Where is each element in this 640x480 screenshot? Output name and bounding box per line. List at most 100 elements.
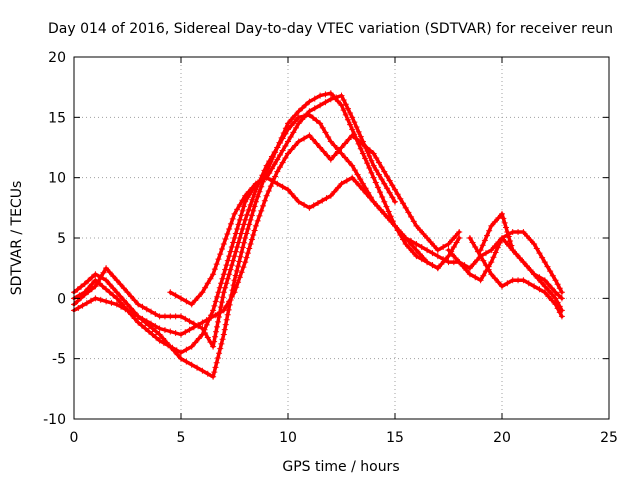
plus-marker bbox=[224, 275, 231, 282]
plus-marker bbox=[143, 306, 150, 313]
plus-marker bbox=[313, 117, 320, 124]
plus-marker bbox=[120, 297, 127, 304]
plus-marker bbox=[351, 119, 358, 126]
plus-marker bbox=[223, 302, 230, 309]
plus-marker bbox=[220, 289, 227, 296]
plus-marker bbox=[327, 156, 334, 163]
plus-marker bbox=[370, 174, 377, 181]
plus-marker bbox=[252, 180, 259, 187]
plus-marker bbox=[239, 244, 246, 251]
plus-marker bbox=[338, 102, 345, 109]
plus-marker bbox=[331, 152, 338, 159]
plus-marker bbox=[241, 239, 248, 246]
plus-marker bbox=[186, 326, 193, 333]
plus-marker bbox=[230, 239, 237, 246]
plus-marker bbox=[323, 195, 330, 202]
plus-marker bbox=[416, 226, 423, 233]
plus-marker bbox=[156, 337, 163, 344]
plus-marker bbox=[117, 299, 124, 306]
plus-marker bbox=[210, 373, 217, 380]
plus-marker bbox=[531, 283, 538, 290]
plus-marker bbox=[319, 124, 326, 131]
plus-marker bbox=[103, 298, 110, 305]
plus-marker bbox=[340, 96, 347, 103]
plus-marker bbox=[265, 187, 272, 194]
plus-marker bbox=[183, 298, 190, 305]
plus-marker bbox=[244, 250, 251, 257]
plus-marker bbox=[182, 329, 189, 336]
plus-marker bbox=[463, 267, 470, 274]
plus-marker bbox=[256, 212, 263, 219]
plus-marker bbox=[228, 293, 235, 300]
plus-marker bbox=[392, 222, 398, 229]
plus-marker bbox=[266, 170, 273, 177]
plus-marker bbox=[381, 168, 388, 175]
plus-marker bbox=[235, 239, 242, 246]
plus-marker bbox=[251, 227, 258, 234]
plus-marker bbox=[160, 339, 167, 346]
plus-marker bbox=[236, 235, 243, 241]
plus-marker bbox=[202, 284, 209, 291]
plus-marker bbox=[279, 147, 286, 154]
plus-marker bbox=[388, 218, 395, 225]
plus-marker bbox=[499, 210, 505, 217]
plus-marker bbox=[259, 172, 266, 179]
plus-marker bbox=[322, 91, 329, 98]
plus-marker bbox=[274, 156, 281, 163]
plus-marker bbox=[238, 212, 245, 219]
plus-marker bbox=[345, 158, 352, 165]
plus-marker bbox=[413, 222, 420, 229]
plus-marker bbox=[252, 198, 259, 205]
plus-marker bbox=[258, 177, 265, 184]
plus-marker bbox=[344, 105, 351, 112]
plus-marker bbox=[402, 235, 409, 241]
plus-marker bbox=[195, 335, 202, 342]
plus-marker bbox=[343, 177, 350, 184]
plus-marker bbox=[178, 349, 184, 356]
plus-marker bbox=[153, 334, 160, 341]
plus-marker bbox=[383, 185, 390, 192]
plus-marker bbox=[242, 259, 249, 266]
plus-marker bbox=[128, 293, 135, 300]
plus-marker bbox=[349, 174, 356, 181]
plus-marker bbox=[502, 239, 509, 246]
series-band bbox=[446, 236, 564, 313]
plus-marker bbox=[367, 194, 374, 201]
plus-marker bbox=[452, 255, 459, 262]
plus-marker bbox=[547, 268, 554, 275]
plus-marker bbox=[434, 253, 441, 260]
y-tick-label: 10 bbox=[48, 171, 66, 187]
plus-marker bbox=[117, 281, 124, 288]
plus-marker bbox=[515, 277, 522, 284]
plus-marker bbox=[103, 286, 110, 293]
plus-marker bbox=[224, 230, 231, 237]
plus-marker bbox=[242, 235, 249, 241]
plus-marker bbox=[211, 369, 218, 376]
plus-marker bbox=[450, 259, 457, 266]
y-tick-label: 5 bbox=[57, 231, 66, 247]
plus-marker bbox=[359, 138, 366, 145]
plus-marker bbox=[110, 285, 117, 292]
plus-marker bbox=[212, 312, 219, 319]
plus-marker bbox=[555, 292, 562, 299]
plus-marker bbox=[192, 297, 199, 304]
plus-marker bbox=[292, 118, 299, 125]
plus-marker bbox=[347, 109, 354, 116]
plus-marker bbox=[501, 219, 508, 226]
plus-marker bbox=[317, 144, 324, 151]
plus-marker bbox=[242, 192, 249, 199]
plus-marker bbox=[245, 206, 252, 213]
plus-marker bbox=[214, 354, 221, 361]
plus-marker bbox=[438, 261, 445, 268]
plus-marker bbox=[106, 289, 113, 296]
plus-marker bbox=[92, 295, 99, 302]
series-track-5 bbox=[167, 92, 398, 308]
plus-marker bbox=[238, 249, 245, 256]
plus-marker bbox=[285, 186, 291, 193]
plus-marker bbox=[235, 221, 242, 228]
plus-marker bbox=[357, 145, 364, 152]
plus-marker bbox=[384, 214, 391, 221]
plus-marker bbox=[95, 280, 102, 287]
plus-marker bbox=[509, 228, 516, 235]
plus-marker bbox=[236, 216, 243, 223]
